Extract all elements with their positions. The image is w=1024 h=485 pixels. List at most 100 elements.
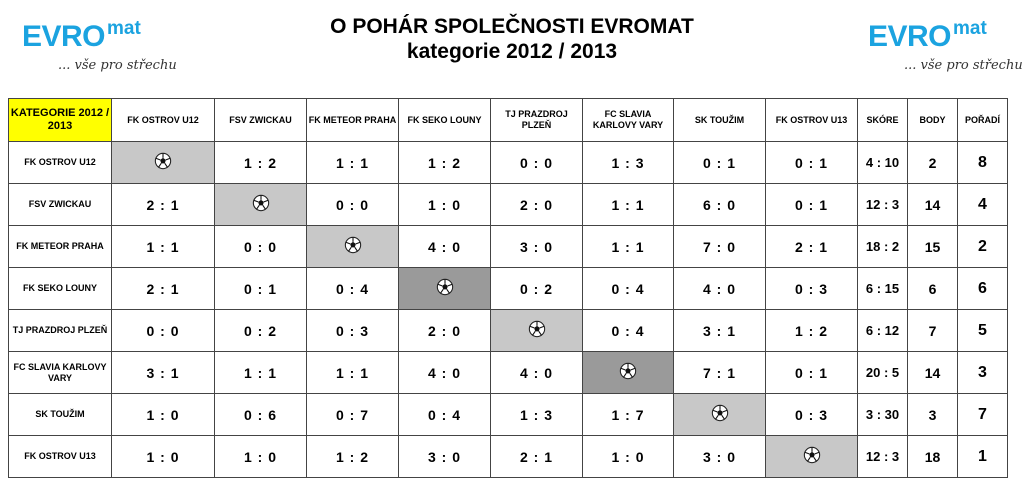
skore-cell: 6 : 12 [857,309,908,352]
skore-cell: 6 : 15 [857,267,908,310]
results-table: KATEGORIE 2012 / 2013 FK OSTROV U12 FSV … [8,98,1008,478]
result-cell: 2 : 0 [398,309,491,352]
result-cell: 1 : 7 [582,393,674,436]
result-cell: 4 : 0 [490,351,583,394]
result-cell: 0 : 6 [214,393,307,436]
poradi-cell: 2 [957,225,1008,268]
result-cell: 0 : 1 [765,183,858,226]
skore-cell: 12 : 3 [857,435,908,478]
result-cell: 0 : 7 [306,393,399,436]
soccer-ball-icon [528,320,546,341]
logo-mat-text: mat [107,18,141,39]
self-match-cell [582,351,674,394]
soccer-ball-icon [252,194,270,215]
result-cell: 1 : 1 [306,141,399,184]
result-cell: 3 : 0 [398,435,491,478]
row-team-name: FK OSTROV U12 [8,141,112,184]
result-cell: 1 : 1 [582,225,674,268]
row-team-name: FK SEKO LOUNY [8,267,112,310]
column-header: FK OSTROV U12 [111,98,215,142]
body-cell: 14 [907,183,958,226]
poradi-cell: 4 [957,183,1008,226]
result-cell: 7 : 1 [673,351,766,394]
self-match-cell [214,183,307,226]
result-cell: 0 : 3 [765,267,858,310]
body-cell: 7 [907,309,958,352]
title-block: O POHÁR SPOLEČNOSTI EVROMAT kategorie 20… [0,14,1024,64]
category-corner: KATEGORIE 2012 / 2013 [8,98,112,142]
self-match-cell [111,141,215,184]
result-cell: 0 : 4 [582,267,674,310]
row-team-name: FSV ZWICKAU [8,183,112,226]
poradi-header: POŘADÍ [957,98,1008,142]
result-cell: 1 : 2 [398,141,491,184]
result-cell: 0 : 4 [582,309,674,352]
result-cell: 1 : 1 [306,351,399,394]
result-cell: 0 : 4 [306,267,399,310]
column-header: FSV ZWICKAU [214,98,307,142]
self-match-cell [673,393,766,436]
logo-evro-text: EVRO [22,20,106,53]
result-cell: 2 : 1 [111,183,215,226]
column-header: FK OSTROV U13 [765,98,858,142]
soccer-ball-icon [619,362,637,383]
result-cell: 1 : 2 [214,141,307,184]
result-cell: 1 : 0 [582,435,674,478]
column-header: FC SLAVIA KARLOVY VARY [582,98,674,142]
result-cell: 6 : 0 [673,183,766,226]
result-cell: 0 : 0 [111,309,215,352]
logo-tagline: ... vše pro střechu [58,58,177,73]
column-header: SK TOUŽIM [673,98,766,142]
result-cell: 1 : 0 [398,183,491,226]
self-match-cell [306,225,399,268]
result-cell: 1 : 0 [111,435,215,478]
result-cell: 0 : 1 [765,351,858,394]
self-match-cell [398,267,491,310]
row-team-name: SK TOUŽIM [8,393,112,436]
skore-header: SKÓRE [857,98,908,142]
result-cell: 2 : 0 [490,183,583,226]
body-cell: 14 [907,351,958,394]
body-cell: 2 [907,141,958,184]
soccer-ball-icon [436,278,454,299]
header-row: KATEGORIE 2012 / 2013 FK OSTROV U12 FSV … [8,98,1008,142]
result-cell: 0 : 0 [214,225,307,268]
result-cell: 3 : 1 [673,309,766,352]
result-cell: 3 : 1 [111,351,215,394]
result-cell: 1 : 1 [111,225,215,268]
self-match-cell [765,435,858,478]
result-cell: 2 : 1 [765,225,858,268]
evromat-logo-right: EVRO mat ... vše pro střechu [868,18,1024,88]
result-cell: 0 : 3 [765,393,858,436]
logo-mat-text: mat [953,18,987,39]
skore-cell: 12 : 3 [857,183,908,226]
result-cell: 1 : 3 [582,141,674,184]
row-team-name: FK OSTROV U13 [8,435,112,478]
result-cell: 0 : 4 [398,393,491,436]
result-cell: 1 : 0 [214,435,307,478]
poradi-cell: 1 [957,435,1008,478]
result-cell: 0 : 1 [673,141,766,184]
result-cell: 3 : 0 [673,435,766,478]
result-cell: 0 : 3 [306,309,399,352]
soccer-ball-icon [344,236,362,257]
logo-tagline: ... vše pro střechu [904,58,1023,73]
page-title: O POHÁR SPOLEČNOSTI EVROMAT [330,15,694,38]
poradi-cell: 8 [957,141,1008,184]
result-cell: 1 : 1 [214,351,307,394]
result-cell: 7 : 0 [673,225,766,268]
result-cell: 1 : 2 [306,435,399,478]
result-cell: 0 : 1 [765,141,858,184]
body-cell: 15 [907,225,958,268]
soccer-ball-icon [803,446,821,467]
logo-evro-text: EVRO [868,20,952,53]
result-cell: 0 : 0 [306,183,399,226]
poradi-cell: 3 [957,351,1008,394]
row-team-name: TJ PRAZDROJ PLZEŇ [8,309,112,352]
result-cell: 2 : 1 [490,435,583,478]
